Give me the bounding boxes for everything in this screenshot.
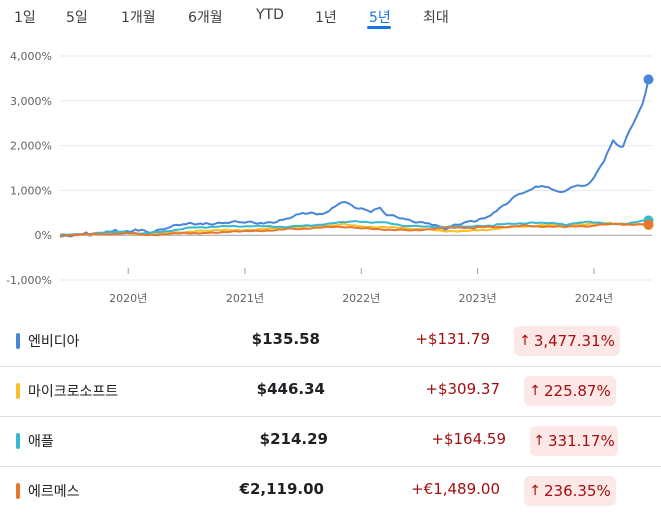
percent-change: 225.87% [543, 382, 611, 400]
performance-chart: 4,000%3,000%2,000%1,000%0%-1,000% 2020년 2… [6, 50, 654, 305]
active-tab-indicator [367, 26, 391, 29]
stock-name: 에르메스 [28, 484, 80, 500]
tab-6m[interactable]: 6개월 [188, 10, 223, 26]
x-tick-label: 2021년 [226, 292, 264, 305]
list-item[interactable]: 엔비디아 $135.58 +$131.79 ↑ 3,477.31% [0, 316, 661, 367]
stock-change: +$164.59 [431, 430, 506, 448]
y-tick-label: -1,000% [6, 274, 52, 287]
percent-change: 331.17% [547, 432, 615, 450]
series-color-swatch [16, 483, 20, 499]
tab-1y[interactable]: 1년 [315, 10, 337, 26]
percent-change-badge: ↑ 225.87% [524, 376, 616, 406]
series-end-marker [643, 219, 654, 230]
stock-name: 엔비디아 [28, 334, 80, 350]
x-tick-label: 2023년 [459, 292, 497, 305]
series-end-marker [643, 74, 654, 85]
stock-price: €2,119.00 [239, 480, 324, 498]
x-tick-label: 2020년 [109, 292, 147, 305]
tab-max[interactable]: 최대 [423, 10, 449, 26]
arrow-up-icon: ↑ [529, 483, 541, 499]
stock-change: +€1,489.00 [411, 480, 500, 498]
arrow-up-icon: ↑ [519, 333, 531, 349]
y-tick-label: 2,000% [10, 140, 52, 153]
range-tabs: 1일 5일 1개월 6개월 YTD 1년 5년 최대 [0, 0, 661, 34]
tab-1d[interactable]: 1일 [14, 10, 36, 26]
series-color-swatch [16, 433, 20, 449]
stock-price: $214.29 [259, 430, 328, 448]
y-tick-label: 4,000% [10, 50, 52, 63]
tab-1m[interactable]: 1개월 [121, 10, 156, 26]
percent-change: 236.35% [543, 482, 611, 500]
stock-name: 마이크로소프트 [28, 384, 119, 400]
stock-price: $135.58 [251, 330, 320, 348]
percent-change-badge: ↑ 236.35% [524, 476, 616, 506]
x-axis: 2020년 2021년 2022년 2023년 2024년 [109, 268, 613, 305]
chart-series [59, 74, 654, 238]
tab-5y[interactable]: 5년 [369, 10, 391, 26]
tab-5d[interactable]: 5일 [66, 10, 88, 26]
percent-change-badge: ↑ 3,477.31% [514, 326, 620, 356]
series-color-swatch [16, 333, 20, 349]
series-line [59, 219, 649, 236]
percent-change: 3,477.31% [533, 332, 615, 350]
arrow-up-icon: ↑ [529, 383, 541, 399]
y-tick-label: 3,000% [10, 95, 52, 108]
list-item[interactable]: 마이크로소프트 $446.34 +$309.37 ↑ 225.87% [0, 366, 661, 417]
y-axis: 4,000% 3,000% 2,000% 1,000% 0% -1,000% [6, 50, 52, 287]
y-tick-label: 1,000% [10, 184, 52, 197]
series-line [59, 222, 649, 237]
chart-grid [60, 55, 652, 281]
stock-name: 애플 [28, 434, 54, 450]
stock-change: +$131.79 [415, 330, 490, 348]
x-tick-label: 2024년 [575, 292, 613, 305]
stock-change: +$309.37 [425, 380, 500, 398]
tab-ytd[interactable]: YTD [256, 7, 284, 23]
y-tick-label: 0% [35, 229, 52, 242]
arrow-up-icon: ↑ [533, 433, 545, 449]
list-item[interactable]: 에르메스 €2,119.00 +€1,489.00 ↑ 236.35% [0, 466, 661, 516]
percent-change-badge: ↑ 331.17% [530, 426, 618, 456]
series-color-swatch [16, 383, 20, 399]
list-item[interactable]: 애플 $214.29 +$164.59 ↑ 331.17% [0, 416, 661, 467]
x-tick-label: 2022년 [342, 292, 380, 305]
stock-price: $446.34 [256, 380, 325, 398]
series-line [59, 79, 650, 238]
